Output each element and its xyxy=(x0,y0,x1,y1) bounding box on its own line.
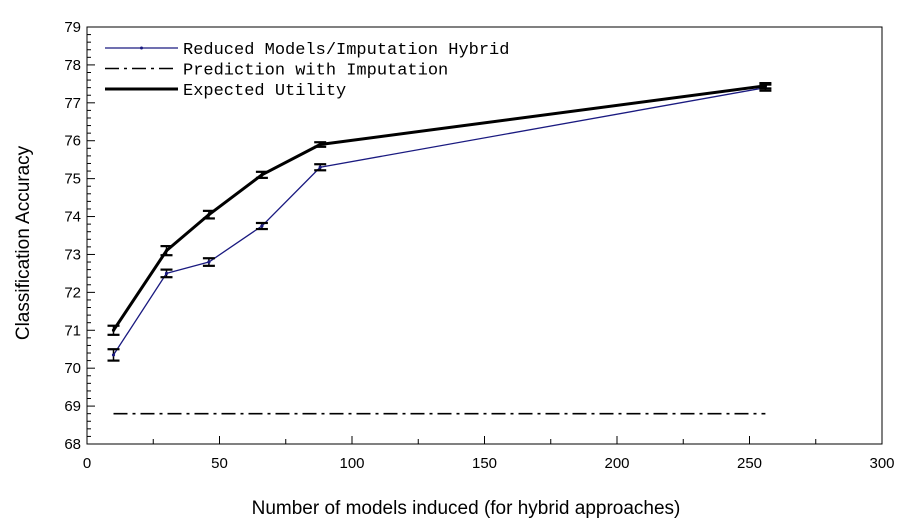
y-tick-label: 78 xyxy=(64,57,81,74)
y-tick-label: 68 xyxy=(64,436,81,453)
series-layer xyxy=(107,82,772,415)
y-tick-label: 79 xyxy=(64,19,81,36)
error-bar xyxy=(255,170,268,179)
data-point xyxy=(164,271,169,276)
x-axis-title: Number of models induced (for hybrid app… xyxy=(252,498,681,519)
error-bar xyxy=(314,163,327,172)
y-tick-label: 74 xyxy=(64,209,81,226)
y-tick-label: 71 xyxy=(64,322,81,339)
data-point xyxy=(111,328,116,332)
data-point xyxy=(318,142,322,147)
axis-ticks xyxy=(86,26,883,445)
error-bar xyxy=(255,221,268,231)
error-bar xyxy=(759,82,772,90)
y-tick-label: 70 xyxy=(64,360,81,377)
data-point xyxy=(111,353,116,357)
x-tick-label: 100 xyxy=(339,455,364,472)
data-point xyxy=(763,84,768,88)
x-tick-label: 200 xyxy=(604,455,629,472)
error-bar xyxy=(107,348,120,362)
x-tick-label: 50 xyxy=(211,455,228,472)
error-bar xyxy=(160,245,173,257)
data-point xyxy=(260,224,264,228)
y-tick-label: 75 xyxy=(64,171,81,188)
error-bar xyxy=(314,141,327,148)
error-bar xyxy=(202,209,215,220)
legend-marker xyxy=(140,87,143,91)
series-line xyxy=(112,84,766,332)
error-bar xyxy=(202,257,215,267)
legend-marker xyxy=(140,46,143,50)
y-tick-label: 69 xyxy=(64,398,81,415)
x-tick-label: 250 xyxy=(737,455,762,472)
data-point xyxy=(164,249,169,253)
y-tick-label: 72 xyxy=(64,284,81,301)
data-point xyxy=(207,260,211,264)
x-tick-label: 0 xyxy=(83,455,91,472)
data-point xyxy=(207,213,211,217)
error-bar xyxy=(160,268,173,279)
axis-tick-labels: 0 50 100 150 200 250 300 68 69 70 71 72 73 74 75 76 77 78… xyxy=(64,19,894,472)
y-axis-title: Classification Accuracy xyxy=(13,145,34,340)
legend-label: Expected Utility xyxy=(183,82,346,101)
x-tick-label: 300 xyxy=(869,455,894,472)
y-tick-label: 77 xyxy=(64,95,81,112)
x-tick-label: 150 xyxy=(472,455,497,472)
data-point xyxy=(318,165,322,169)
legend-label: Reduced Models/Imputation Hybrid xyxy=(183,41,509,60)
series-line xyxy=(112,87,766,356)
legend: Reduced Models/Imputation Hybrid Predicti… xyxy=(105,41,509,101)
y-tick-label: 76 xyxy=(64,133,81,150)
y-tick-label: 73 xyxy=(64,246,81,263)
data-point xyxy=(260,173,264,177)
error-bar xyxy=(107,324,120,336)
legend-label: Prediction with Imputation xyxy=(183,62,448,81)
